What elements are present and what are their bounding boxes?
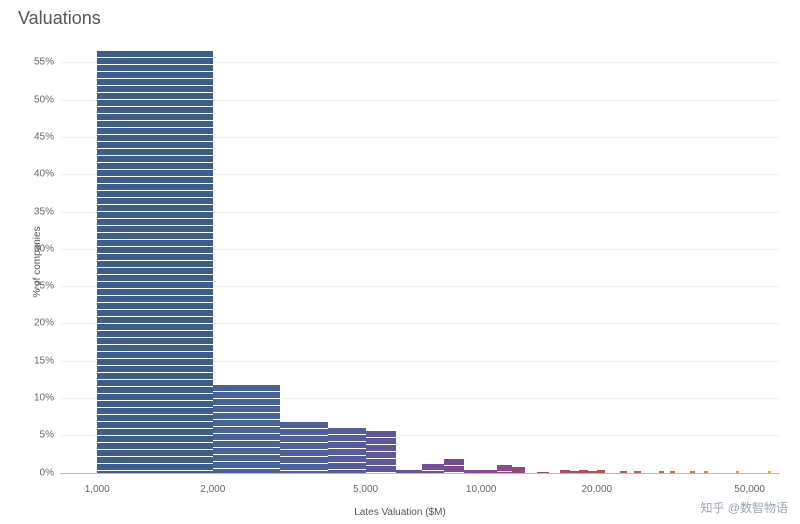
histogram-bar [444,459,464,472]
histogram-bar [597,470,605,473]
histogram-bar [560,470,570,473]
y-tick-label: 30% [34,243,60,254]
histogram-bar [213,385,281,473]
y-tick-label: 55% [34,57,60,68]
histogram-bar [481,470,497,473]
histogram-bar [690,471,695,472]
y-tick-label: 10% [34,392,60,403]
chart-title: Valuations [18,8,101,29]
histogram-bar [280,422,328,473]
histogram-bar [570,471,580,472]
y-tick-label: 20% [34,318,60,329]
histogram-bar [512,467,525,473]
x-tick-label: 1,000 [85,480,110,495]
plot-area: 0%5%10%15%20%25%30%35%40%45%50%55%1,0002… [60,40,780,480]
histogram-bar [659,471,665,472]
y-tick-label: 50% [34,94,60,105]
histogram-bar [497,465,512,472]
histogram-bar [736,471,740,472]
x-axis-line [60,473,780,474]
histogram-bar [464,470,482,473]
y-tick-label: 15% [34,355,60,366]
histogram-bar [422,464,444,473]
y-tick-label: 35% [34,206,60,217]
x-tick-label: 5,000 [353,480,378,495]
x-tick-label: 20,000 [581,480,612,495]
y-tick-label: 5% [40,430,60,441]
histogram-bar [537,472,549,473]
histogram-bar [328,428,365,473]
x-tick-label: 2,000 [200,480,225,495]
histogram-bar [588,471,597,472]
histogram-bar [579,470,588,473]
histogram-bar [97,51,213,472]
histogram-bar [704,471,708,472]
histogram-bar [620,471,627,472]
x-tick-label: 10,000 [466,480,497,495]
x-axis-label: Lates Valuation ($M) [354,507,446,518]
histogram-bar [396,470,422,472]
y-tick-label: 0% [40,467,60,478]
histogram-bar [366,431,396,473]
histogram-bar [670,471,675,472]
histogram-bar [634,471,641,472]
x-tick-label: 50,000 [734,480,765,495]
y-tick-label: 40% [34,169,60,180]
y-tick-label: 45% [34,131,60,142]
histogram-bar [768,471,771,472]
y-tick-label: 25% [34,281,60,292]
watermark: 知乎 @数智物语 [700,499,788,516]
